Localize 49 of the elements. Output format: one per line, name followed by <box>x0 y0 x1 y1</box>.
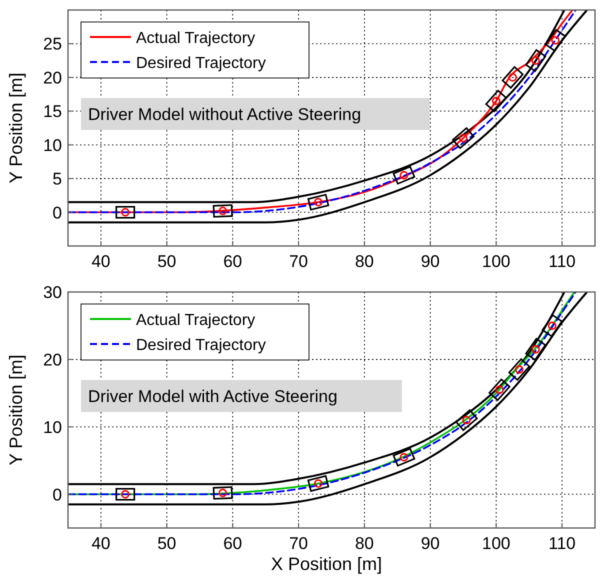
x-tick-label: 60 <box>223 534 242 553</box>
y-tick-label: 30 <box>43 283 62 302</box>
x-tick-label: 110 <box>548 534 576 553</box>
point <box>455 409 478 431</box>
x-tick-label: 90 <box>420 252 440 271</box>
point <box>307 194 330 210</box>
y-axis-title: Y Position [m] <box>6 72 26 184</box>
x-tick-label: 100 <box>482 252 510 271</box>
y-tick-label: 5 <box>52 170 62 189</box>
x-tick-label: 80 <box>354 252 374 271</box>
x-tick-label: 50 <box>157 252 176 271</box>
x-tick-label: 80 <box>354 534 374 553</box>
point <box>545 29 566 52</box>
x-tick-label: 110 <box>548 252 576 271</box>
y-axis-title: Y Position [m] <box>6 354 26 466</box>
y-tick-label: 10 <box>43 418 62 437</box>
point <box>307 475 330 492</box>
x-tick-label: 40 <box>91 534 110 553</box>
point <box>525 338 546 361</box>
point <box>392 448 416 467</box>
x-tick-label: 100 <box>482 534 510 553</box>
x-tick-label: 50 <box>157 534 176 553</box>
point <box>502 66 524 89</box>
y-tick-label: 15 <box>43 102 62 122</box>
x-tick-label: 70 <box>289 252 308 271</box>
y-tick-label: 20 <box>43 68 62 88</box>
point <box>525 49 546 72</box>
y-tick-label: 0 <box>52 203 62 222</box>
legend-label: Desired Trajectory <box>136 337 266 354</box>
x-tick-label: 70 <box>289 534 308 553</box>
point <box>392 166 416 185</box>
point <box>508 358 530 381</box>
x-tick-label: 40 <box>91 252 110 271</box>
annotation: Driver Model with Active Steering <box>88 387 338 406</box>
x-tick-label: 60 <box>223 252 242 271</box>
y-tick-label: 10 <box>43 136 62 155</box>
x-tick-label: 90 <box>420 534 440 553</box>
legend-label: Desired Trajectory <box>136 55 266 72</box>
legend-label: Actual Trajectory <box>136 30 256 47</box>
point <box>542 314 563 338</box>
point <box>488 378 510 401</box>
x-axis-title: X Position [m] <box>270 554 382 574</box>
point <box>452 127 474 149</box>
y-tick-label: 20 <box>43 350 62 370</box>
point <box>485 90 508 112</box>
y-tick-label: 0 <box>52 485 62 504</box>
annotation: Driver Model without Active Steering <box>88 105 362 124</box>
legend-label: Actual Trajectory <box>136 312 256 329</box>
y-tick-label: 25 <box>43 34 62 54</box>
